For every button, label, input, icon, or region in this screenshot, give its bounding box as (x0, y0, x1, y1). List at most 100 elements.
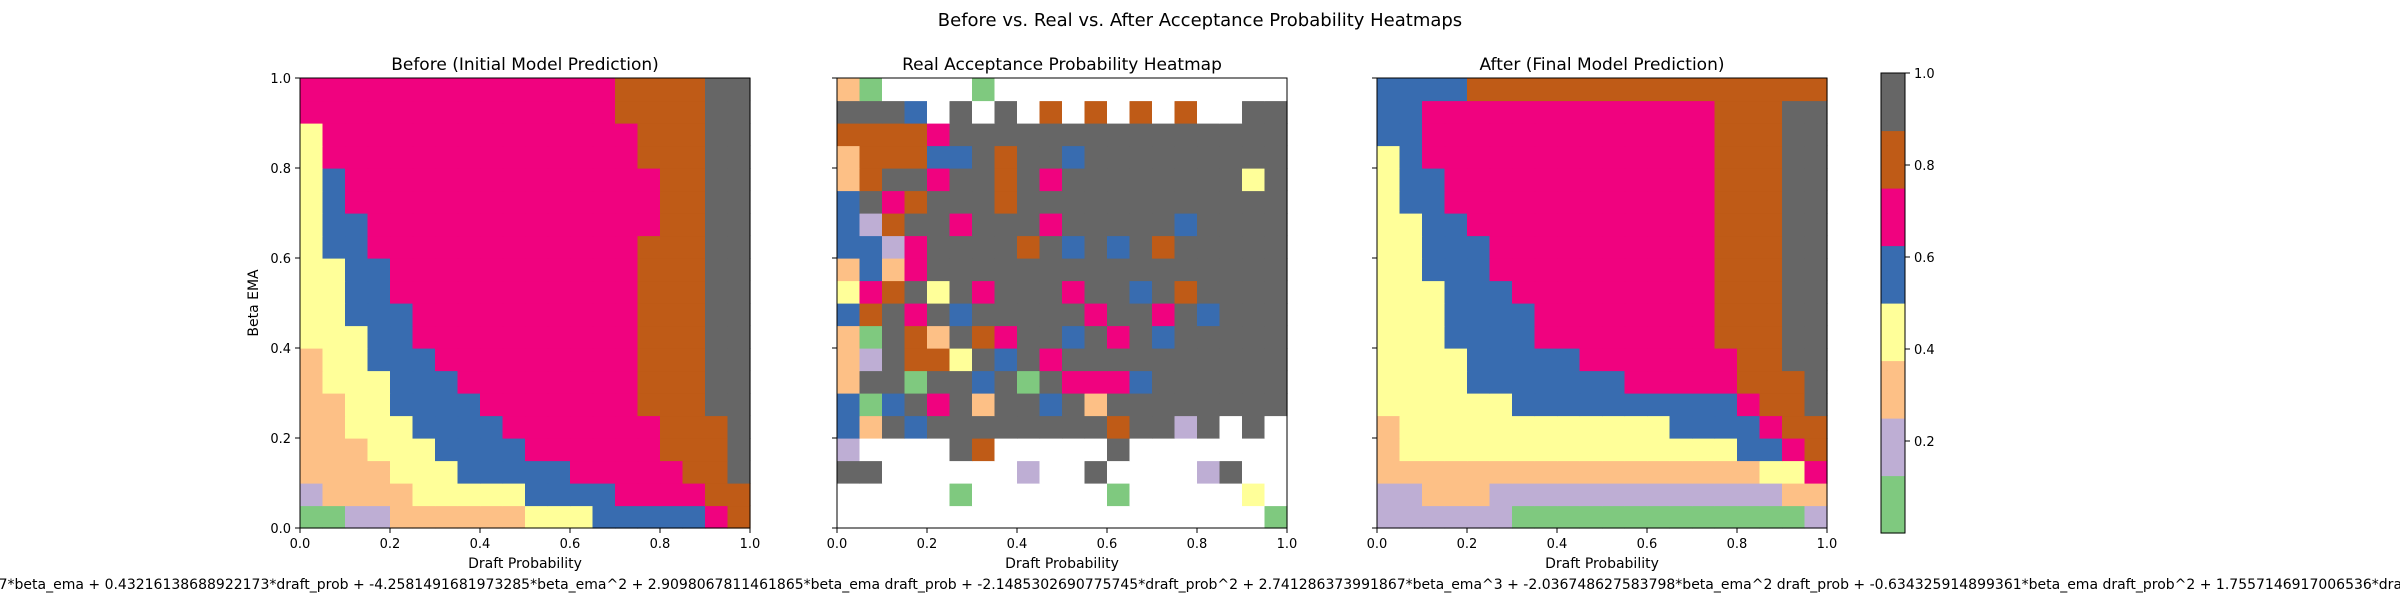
heatmap-cell (502, 505, 526, 529)
heatmap-cell (1512, 145, 1536, 169)
heatmap-cell (927, 78, 951, 102)
heatmap-cell (1489, 460, 1513, 484)
heatmap-cell (1804, 235, 1828, 259)
heatmap-cell (412, 190, 436, 214)
heatmap-cell (660, 370, 684, 394)
heatmap-cell (1242, 438, 1266, 462)
heatmap-cell (480, 303, 504, 327)
heatmap-cell (972, 505, 996, 529)
heatmap-cell (949, 325, 973, 349)
heatmap-cell (615, 78, 639, 102)
heatmap-cell (1264, 168, 1288, 192)
heatmap-cell (1377, 145, 1401, 169)
heatmap-cell (859, 370, 883, 394)
heatmap-cell (927, 483, 951, 507)
heatmap-cell (1489, 145, 1513, 169)
heatmap-cell (1017, 415, 1041, 439)
heatmap-cell (570, 415, 594, 439)
heatmap-cell (1422, 213, 1446, 237)
heatmap-cell (1399, 370, 1423, 394)
heatmap-cell (1467, 258, 1491, 282)
heatmap-cell (1084, 415, 1108, 439)
heatmap-cell (927, 235, 951, 259)
heatmap-cell (1714, 168, 1738, 192)
heatmap-cell (1107, 438, 1131, 462)
heatmap-cell (637, 415, 661, 439)
heatmap-cell (882, 213, 906, 237)
heatmap-cell (615, 303, 639, 327)
heatmap-cell (457, 258, 481, 282)
heatmap-cell (570, 78, 594, 102)
heatmap-cell (1197, 190, 1221, 214)
heatmap-cell (1107, 78, 1131, 102)
heatmap-cell (660, 213, 684, 237)
heatmap-cell (1647, 145, 1671, 169)
heatmap-cell (1602, 483, 1626, 507)
heatmap-cell (322, 100, 346, 124)
heatmap-cell (412, 235, 436, 259)
heatmap-cell (705, 370, 729, 394)
heatmap-cell (1512, 168, 1536, 192)
heatmap-cell (1602, 415, 1626, 439)
heatmap-cell (615, 393, 639, 417)
heatmap-cell (1084, 505, 1108, 529)
heatmap-cell (547, 78, 571, 102)
heatmap-cell (1692, 258, 1716, 282)
heatmap-cell (435, 213, 459, 237)
heatmap-cell (1219, 190, 1243, 214)
heatmap-cell (525, 348, 549, 372)
heatmap-cell (1264, 258, 1288, 282)
heatmap-cell (682, 100, 706, 124)
heatmap-cell (547, 460, 571, 484)
formula-text: ...757*beta_ema + 0.43216138688922173*dr… (0, 577, 2400, 593)
heatmap-cell (1197, 438, 1221, 462)
heatmap-cell (345, 78, 369, 102)
heatmap-cell (1444, 258, 1468, 282)
heatmap-cell (837, 438, 861, 462)
heatmap-cell (390, 393, 414, 417)
heatmap-cell (1062, 123, 1086, 147)
x-axis-label: Draft Probability (468, 556, 582, 572)
heatmap-cell (1692, 168, 1716, 192)
heatmap-cell (859, 78, 883, 102)
heatmap-cell (615, 235, 639, 259)
heatmap-cell (1062, 258, 1086, 282)
heatmap-cell (1782, 190, 1806, 214)
heatmap-cell (1062, 460, 1086, 484)
heatmap-cell (949, 123, 973, 147)
heatmap-cell (660, 483, 684, 507)
heatmap-cell (1714, 213, 1738, 237)
heatmap-cell (1647, 258, 1671, 282)
heatmap-cell (345, 145, 369, 169)
y-tick-label: 0.0 (270, 522, 291, 537)
heatmap-cell (1444, 213, 1468, 237)
heatmap-cell (1399, 190, 1423, 214)
colorbar-segment (1881, 303, 1905, 362)
heatmap-cell (1692, 100, 1716, 124)
heatmap-cell (1737, 303, 1761, 327)
x-tick-label: 0.8 (1727, 537, 1748, 552)
heatmap-cell (1377, 78, 1401, 102)
heatmap-cell (412, 213, 436, 237)
heatmap-cell (1782, 213, 1806, 237)
heatmap-cell (300, 78, 324, 102)
heatmap-cell (1084, 168, 1108, 192)
heatmap-cell (1152, 483, 1176, 507)
heatmap-cell (705, 235, 729, 259)
heatmap-cell (972, 303, 996, 327)
heatmap-cell (1782, 393, 1806, 417)
heatmap-cell (345, 258, 369, 282)
heatmap-cell (705, 348, 729, 372)
heatmap-cell (1489, 123, 1513, 147)
heatmap-cell (1737, 213, 1761, 237)
heatmap-cell (1737, 438, 1761, 462)
heatmap-cell (994, 100, 1018, 124)
heatmap-cell (1647, 100, 1671, 124)
heatmap-cell (1602, 123, 1626, 147)
heatmap-cell (1692, 393, 1716, 417)
colorbar-segment (1881, 245, 1905, 304)
heatmap-cell (1579, 235, 1603, 259)
heatmap-cell (435, 168, 459, 192)
heatmap-cell (859, 348, 883, 372)
heatmap-cell (1467, 348, 1491, 372)
